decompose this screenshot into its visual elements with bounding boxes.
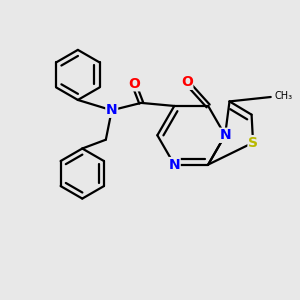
Text: CH₃: CH₃ bbox=[274, 91, 292, 100]
Text: S: S bbox=[248, 136, 258, 150]
Text: N: N bbox=[169, 158, 180, 172]
Text: N: N bbox=[106, 103, 118, 117]
Text: O: O bbox=[128, 77, 140, 91]
Text: O: O bbox=[181, 75, 193, 89]
Text: N: N bbox=[219, 128, 231, 142]
